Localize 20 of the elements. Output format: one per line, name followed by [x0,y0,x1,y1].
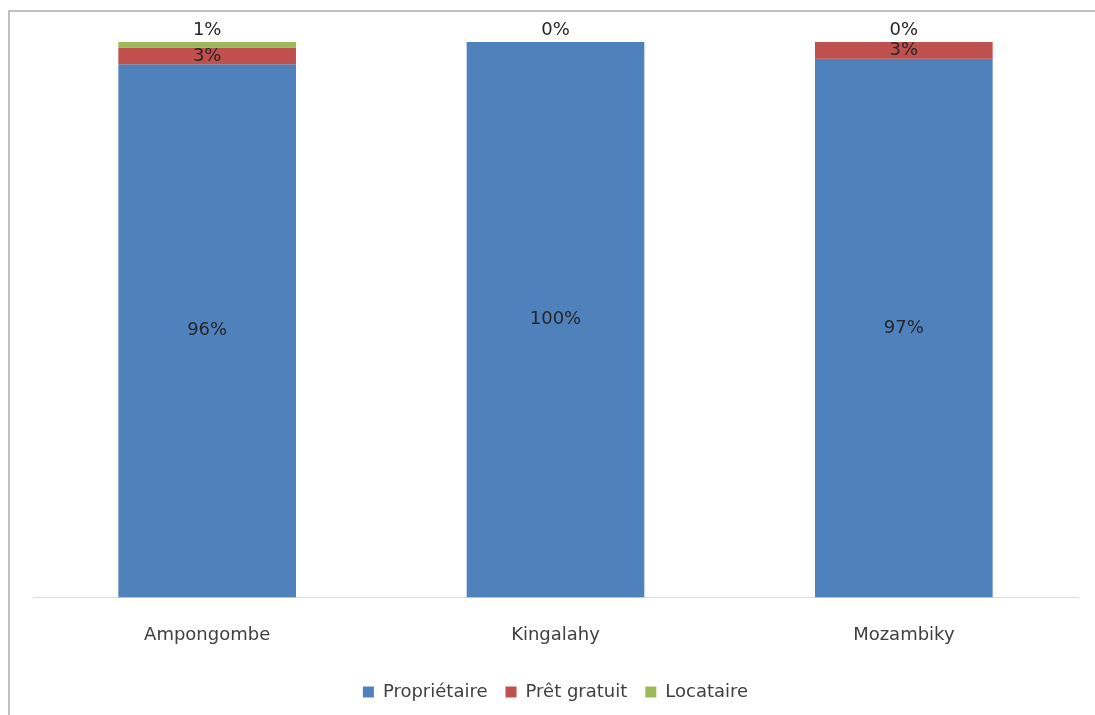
legend-label: Locataire [665,679,749,701]
bar [118,64,296,598]
x-tick-label: Kingalahy [511,622,601,644]
data-label: 3% [889,38,919,59]
data-label: 1% [192,17,222,39]
bar [815,42,993,59]
bar [118,42,296,48]
legend-label: Propriétaire [382,679,488,701]
x-tick-label: Mozambiky [853,622,955,644]
data-label: 0% [889,17,919,39]
data-label: 97% [883,315,924,337]
bar [815,58,993,598]
data-label: 0% [541,17,570,39]
legend-label: Prêt gratuit [525,679,628,701]
bar [118,47,296,65]
data-label: 100% [529,307,582,329]
data-label: 96% [187,318,228,340]
bar [466,42,645,598]
x-tick-label: Ampongombe [144,622,271,644]
data-label: 3% [192,43,222,65]
